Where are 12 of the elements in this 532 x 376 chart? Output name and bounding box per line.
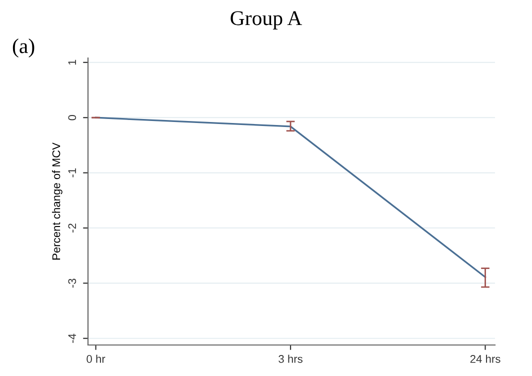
y-tick-label: -3 <box>68 278 76 288</box>
y-tick-label: -4 <box>68 334 76 343</box>
y-tick-label: 0 <box>68 114 76 120</box>
y-tick-label: 1 <box>68 60 76 65</box>
y-tick-label: -1 <box>68 168 76 178</box>
text: (a) <box>12 38 34 58</box>
chart-title: Group A <box>230 11 302 30</box>
x-tick-label: 24 hrs <box>470 354 500 363</box>
y-tick-label: -2 <box>68 224 76 232</box>
x-tick-label: 3 hrs <box>278 354 302 363</box>
y-axis-title: Percent change of MCV <box>52 142 62 260</box>
x-tick-label: 0 hr <box>86 354 106 363</box>
